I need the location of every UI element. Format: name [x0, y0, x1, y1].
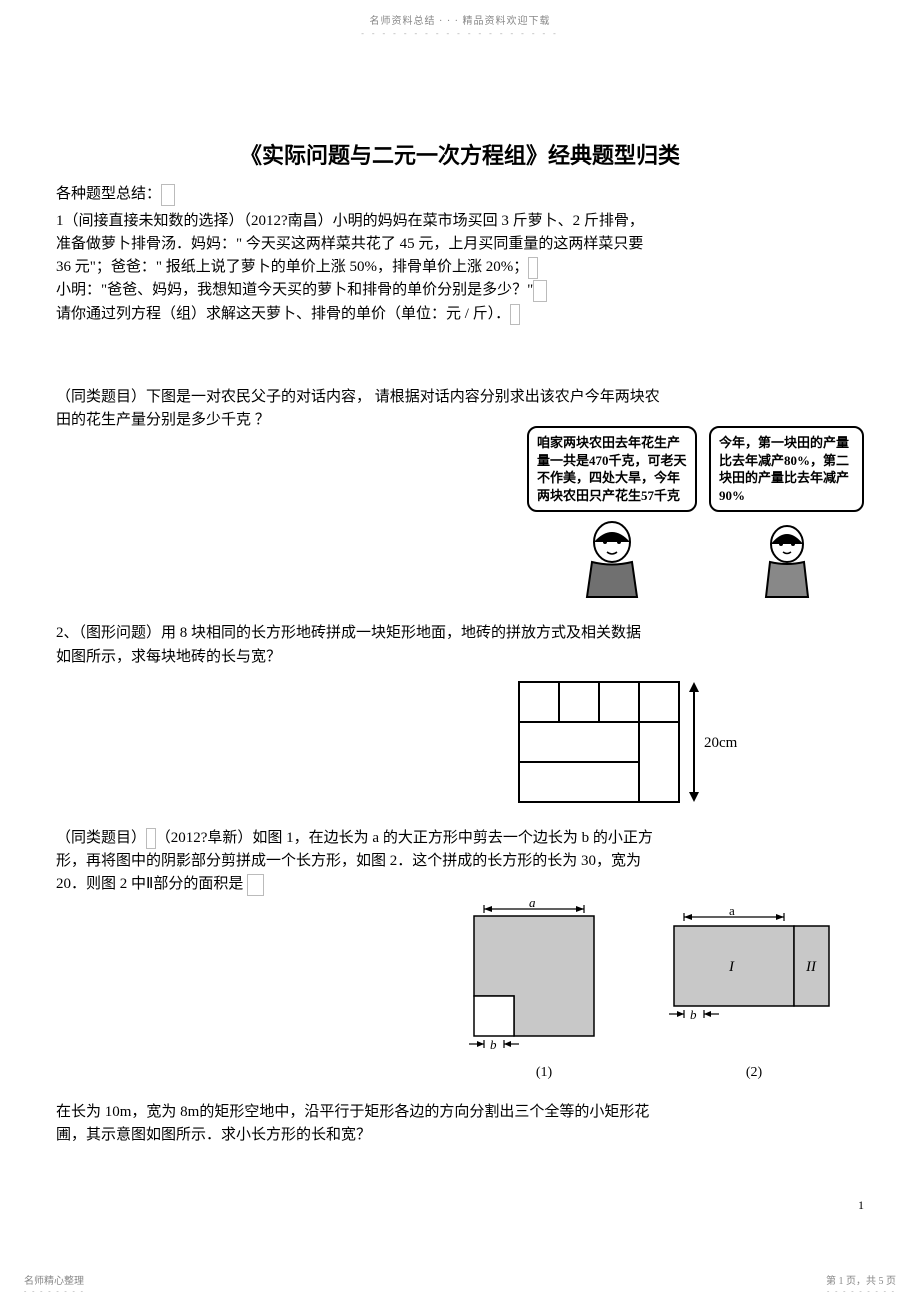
svg-text:I: I: [728, 959, 735, 975]
inner-page-number: 1: [858, 1198, 864, 1213]
blank-box-1: [161, 184, 175, 206]
section-heading: 各种题型总结：: [56, 182, 864, 206]
problem-1: 1（间接直接未知数的选择）（2012?南昌）小明的妈妈在菜市场买回 3 斤萝卜、…: [56, 210, 864, 326]
son-icon: [742, 512, 832, 602]
header-watermark: 名师资料总结 · · · 精品资料欢迎下载: [0, 0, 920, 27]
speech-bubble-father: 咱家两块农田去年花生产量一共是470千克，可老天不作美，四处大旱，今年两块农田只…: [527, 426, 697, 512]
p1-line1: 1（间接直接未知数的选择）（2012?南昌）小明的妈妈在菜市场买回 3 斤萝卜、…: [56, 210, 864, 233]
blank-box-3: [533, 280, 547, 302]
p1-line4: 小明："爸爸、妈妈，我想知道今天买的萝卜和排骨的单价分别是多少？": [56, 279, 864, 302]
problem-2: 2、（图形问题）用 8 块相同的长方形地砖拼成一块矩形地面，地砖的拼放方式及相关…: [56, 622, 864, 669]
father-icon: [567, 512, 657, 602]
tile-figure: 20cm: [56, 677, 864, 807]
p1-line2: 准备做萝卜排骨汤．妈妈：" 今天买这两样菜共花了 45 元，上月买同重量的这两样…: [56, 233, 864, 256]
page-content: 《实际问题与二元一次方程组》经典题型归类 各种题型总结： 1（间接直接未知数的选…: [0, 38, 920, 1147]
footer-dots-right: - - - - - - - - -: [826, 1287, 896, 1295]
svg-text:a: a: [529, 901, 536, 910]
p2-line1: 2、（图形问题）用 8 块相同的长方形地砖拼成一块矩形地面，地砖的拼放方式及相关…: [56, 622, 864, 645]
header-dots: - - - - - - - - - - - - - - - - - - -: [0, 29, 920, 38]
p2b-line2: 形，再将图中的阴影部分剪拼成一个长方形，如图 2．这个拼成的长方形的长为 30，…: [56, 850, 864, 873]
fig2-caption: (2): [664, 1065, 844, 1081]
p3-line2: 圃，其示意图如图所示．求小长方形的长和宽？: [56, 1124, 864, 1147]
footer-dots-left: - - - - - - - -: [24, 1287, 85, 1295]
footer-right: 第 1 页，共 5 页: [826, 1272, 896, 1287]
svg-text:b: b: [690, 1007, 697, 1022]
blank-box-5: [146, 828, 156, 850]
page-title: 《实际问题与二元一次方程组》经典题型归类: [56, 138, 864, 170]
p1-line3: 36 元"；爸爸：" 报纸上说了萝卜的单价上涨 50%，排骨单价上涨 20%；: [56, 256, 864, 279]
footer-left: 名师精心整理: [24, 1272, 85, 1287]
problem-2b: （同类题目） （2012?阜新）如图 1，在边长为 a 的大正方形中剪去一个边长…: [56, 827, 864, 897]
section-heading-text: 各种题型总结：: [56, 186, 161, 202]
figure-2: I II a b (2): [664, 901, 844, 1081]
dialogue-figure: 咱家两块农田去年花生产量一共是470千克，可老天不作美，四处大旱，今年两块农田只…: [56, 426, 864, 602]
blank-box-2: [528, 257, 538, 279]
p1-line5: 请你通过列方程（组）求解这天萝卜、排骨的单价（单位：元 / 斤）．: [56, 303, 864, 326]
p1b-line1: （同类题目）下图是一对农民父子的对话内容， 请根据对话内容分别求出该农户今年两块…: [56, 386, 864, 409]
svg-text:a: a: [729, 903, 735, 918]
fig1-caption: (1): [464, 1065, 624, 1081]
problem-3: 在长为 10m，宽为 8m的矩形空地中，沿平行于矩形各边的方向分割出三个全等的小…: [56, 1101, 864, 1148]
footer: 名师精心整理 - - - - - - - - 第 1 页，共 5 页 - - -…: [0, 1272, 920, 1295]
geometry-figures: a b (1) I II a: [56, 901, 864, 1081]
blank-box-4: [510, 304, 520, 326]
svg-text:b: b: [490, 1037, 497, 1052]
p2b-line3: 20．则图 2 中Ⅱ部分的面积是: [56, 873, 864, 896]
speech-bubble-son: 今年，第一块田的产量比去年减产80%，第二块田的产量比去年减产90%: [709, 426, 864, 512]
dimension-20cm: 20cm: [704, 735, 738, 751]
p3-line1: 在长为 10m，宽为 8m的矩形空地中，沿平行于矩形各边的方向分割出三个全等的小…: [56, 1101, 864, 1124]
svg-text:II: II: [805, 959, 817, 975]
tile-diagram: 20cm: [514, 677, 744, 807]
figure-1: a b (1): [464, 901, 624, 1081]
blank-box-6: [247, 874, 264, 896]
p2-line2: 如图所示，求每块地砖的长与宽？: [56, 646, 864, 669]
p2b-line1: （同类题目） （2012?阜新）如图 1，在边长为 a 的大正方形中剪去一个边长…: [56, 827, 864, 850]
